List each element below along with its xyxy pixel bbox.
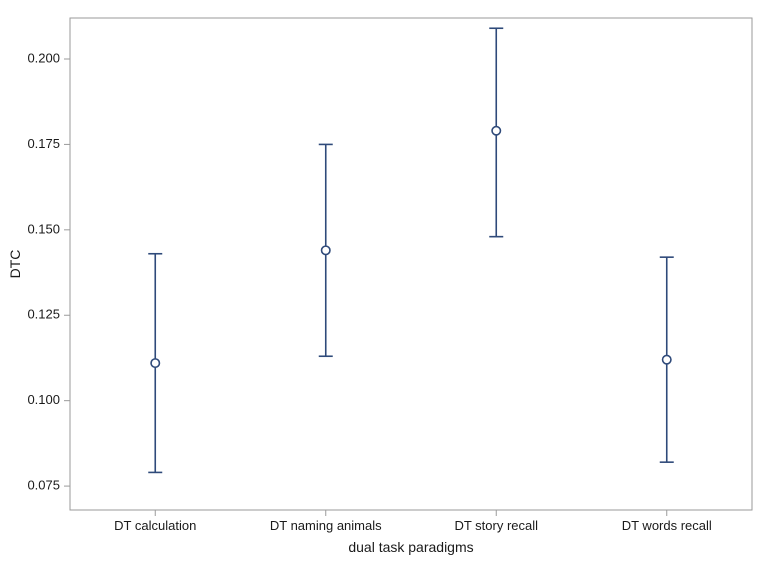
y-tick-label: 0.175 <box>27 136 60 151</box>
x-tick-label: DT words recall <box>622 518 712 533</box>
y-tick-label: 0.150 <box>27 221 60 236</box>
x-tick-label: DT calculation <box>114 518 196 533</box>
mean-marker <box>322 246 330 254</box>
y-tick-label: 0.125 <box>27 307 60 322</box>
y-axis-title: DTC <box>7 250 23 279</box>
mean-marker <box>151 359 159 367</box>
dtc-errorbar-chart: 0.075 0.100 0.125 0.150 0.175 0.200 DT calcula… <box>0 0 767 565</box>
y-tick-label: 0.075 <box>27 478 60 493</box>
x-tick-label: DT story recall <box>454 518 538 533</box>
y-tick-label: 0.100 <box>27 392 60 407</box>
chart-svg: 0.075 0.100 0.125 0.150 0.175 0.200 DT calcula… <box>0 0 767 565</box>
mean-marker <box>492 127 500 135</box>
mean-marker <box>663 355 671 363</box>
plot-area <box>70 18 752 510</box>
y-tick-label: 0.200 <box>27 50 60 65</box>
x-tick-label: DT naming animals <box>270 518 382 533</box>
x-axis-title: dual task paradigms <box>348 539 473 555</box>
